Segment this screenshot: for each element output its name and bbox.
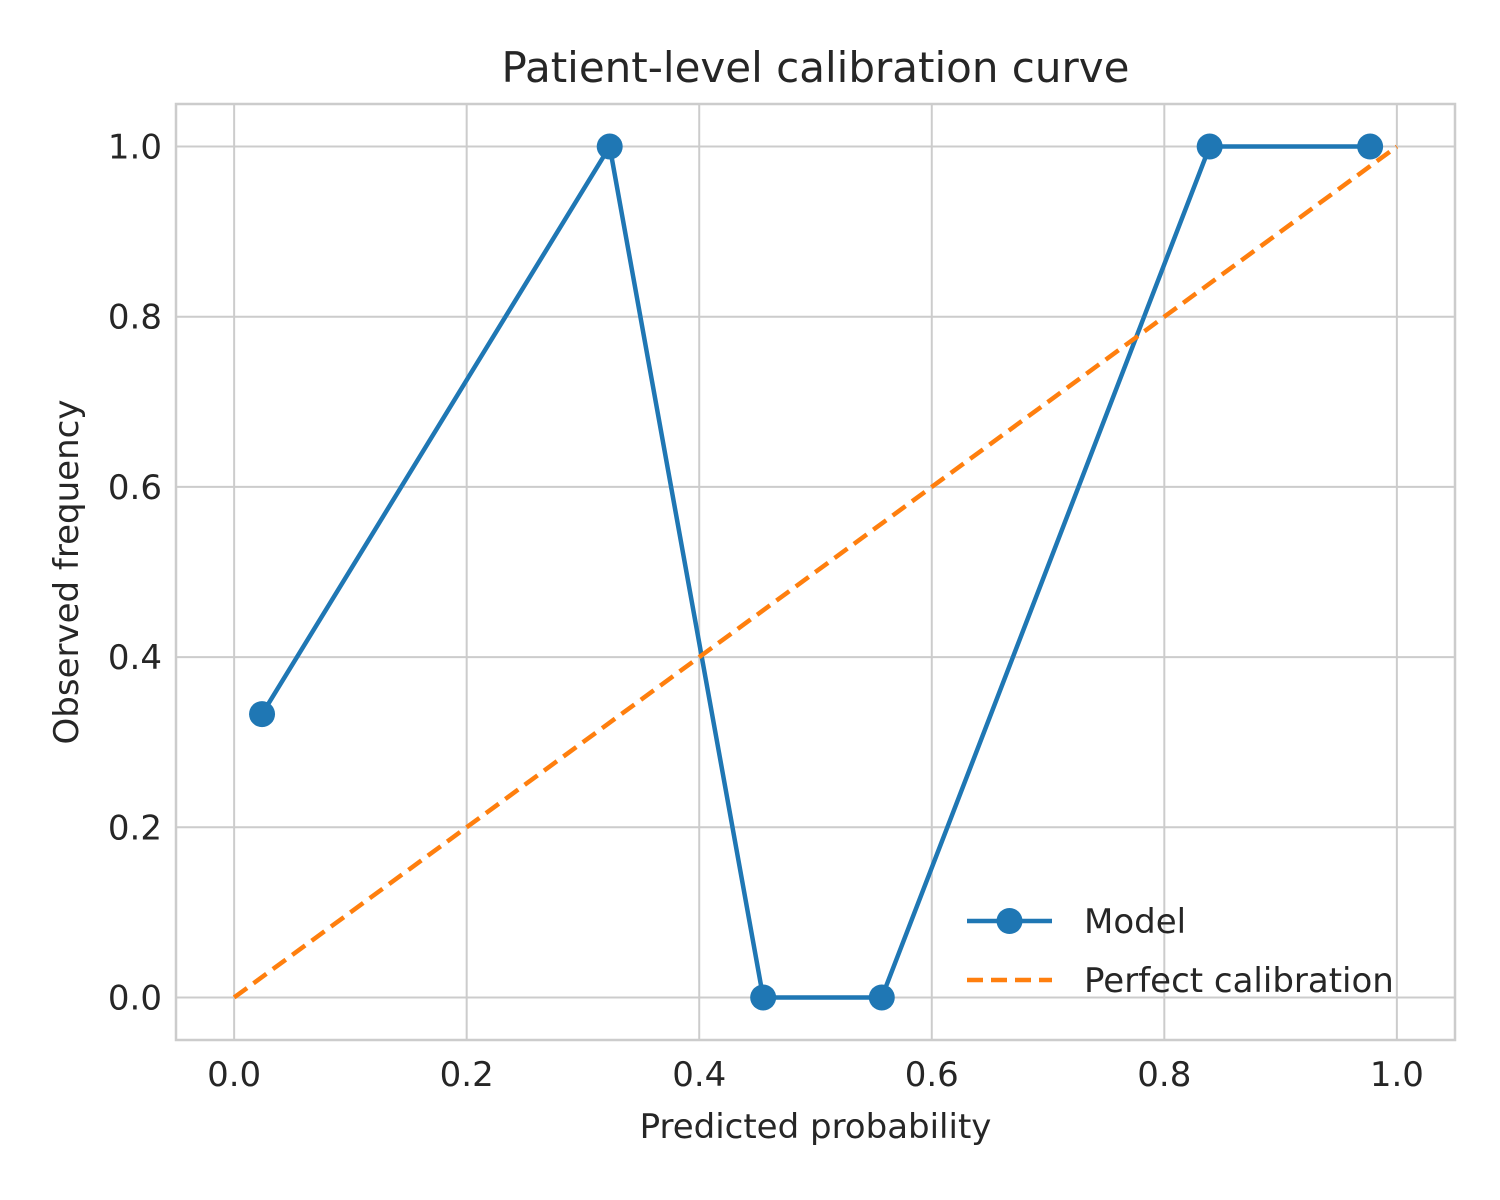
series-layer — [232, 133, 1399, 1011]
model-data-point — [249, 701, 276, 728]
plot-frame — [174, 102, 1457, 1042]
legend-marker — [996, 908, 1023, 934]
legend-label: Model — [1084, 902, 1186, 942]
legend: Model Perfect calibration — [967, 902, 1394, 1001]
model-data-point — [1196, 133, 1223, 160]
legend-label: Perfect calibration — [1084, 961, 1394, 1001]
x-tick-label: 0.0 — [207, 1055, 261, 1095]
grid — [176, 104, 1455, 1040]
x-tick-label: 0.4 — [672, 1055, 726, 1095]
model-data-point — [1357, 133, 1384, 160]
model-data-point — [596, 133, 623, 160]
y-axis-label: Observed frequency — [47, 400, 87, 745]
x-tick-label: 0.2 — [440, 1055, 494, 1095]
series-line-model — [260, 144, 1371, 1000]
model-data-point — [868, 984, 895, 1011]
x-tick-label: 0.8 — [1137, 1055, 1191, 1095]
series-line-perfect-calibration — [232, 144, 1399, 1000]
x-axis-label: Predicted probability — [640, 1107, 992, 1147]
y-tick-label: 0.2 — [108, 808, 162, 848]
y-tick-label: 0.0 — [108, 978, 162, 1018]
chart-title: Patient-level calibration curve — [502, 43, 1130, 92]
y-tick-label: 0.4 — [108, 638, 162, 678]
y-tick-label: 1.0 — [108, 128, 162, 168]
y-tick-labels: 0.0 0.2 0.4 0.6 0.8 1.0 — [108, 128, 162, 1019]
model-data-point — [750, 984, 777, 1011]
x-tick-label: 1.0 — [1370, 1055, 1424, 1095]
y-tick-label: 0.8 — [108, 298, 162, 338]
y-tick-label: 0.6 — [108, 468, 162, 508]
x-tick-labels: 0.0 0.2 0.4 0.6 0.8 1.0 — [207, 1055, 1424, 1095]
x-tick-label: 0.6 — [905, 1055, 959, 1095]
